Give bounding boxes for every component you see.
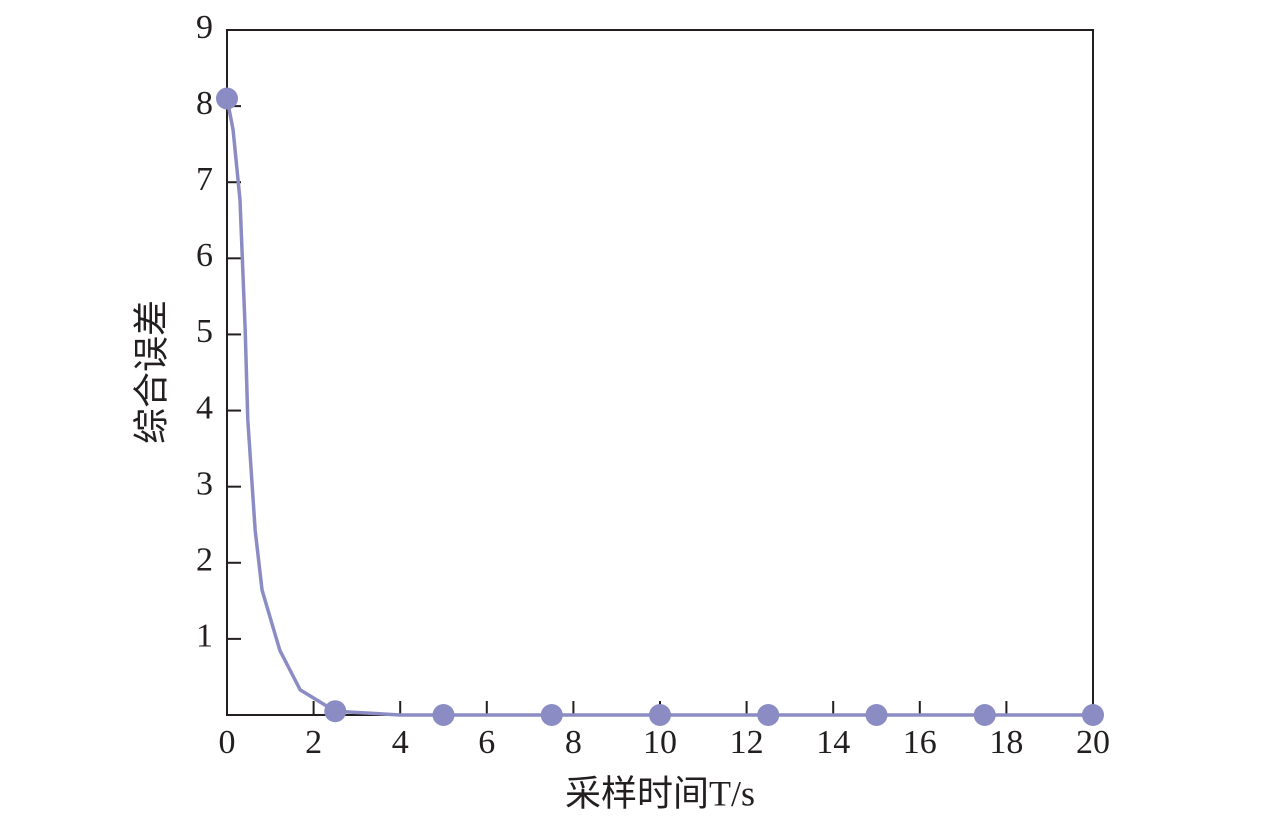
x-tick-label: 16 bbox=[903, 724, 937, 761]
y-tick-label: 9 bbox=[196, 9, 213, 46]
y-tick-label: 1 bbox=[196, 618, 213, 655]
y-tick-label: 3 bbox=[196, 465, 213, 502]
x-tick-label: 20 bbox=[1076, 724, 1110, 761]
point bbox=[216, 87, 238, 110]
point bbox=[865, 704, 888, 726]
point bbox=[1082, 704, 1104, 726]
x-tick-label: 4 bbox=[392, 724, 409, 761]
y-axis-title: 综合误差 bbox=[131, 300, 171, 444]
x-tick-label: 2 bbox=[305, 724, 322, 761]
x-tick-label: 6 bbox=[478, 724, 495, 761]
x-tick-label: 0 bbox=[219, 724, 236, 761]
x-axis-title: 采样时间T/s bbox=[565, 773, 755, 813]
x-tick-label: 18 bbox=[989, 724, 1023, 761]
point bbox=[324, 700, 347, 723]
x-tick-label: 10 bbox=[643, 724, 677, 761]
point bbox=[540, 704, 563, 726]
point bbox=[649, 704, 671, 726]
y-tick-label: 6 bbox=[196, 237, 213, 274]
x-tick-label: 8 bbox=[565, 724, 582, 761]
point bbox=[432, 704, 455, 726]
line bbox=[225, 98, 1093, 717]
x-tick-label: 14 bbox=[816, 724, 850, 761]
y-tick-label: 7 bbox=[196, 161, 213, 198]
point bbox=[973, 704, 996, 726]
y-tick-label: 2 bbox=[196, 542, 213, 579]
point bbox=[757, 704, 780, 726]
y-tick-label: 4 bbox=[196, 389, 213, 426]
y-tick-label: 8 bbox=[196, 85, 213, 122]
x-tick-label: 12 bbox=[730, 724, 764, 761]
y-tick-label: 5 bbox=[196, 313, 213, 350]
plot-frame bbox=[226, 29, 1094, 716]
